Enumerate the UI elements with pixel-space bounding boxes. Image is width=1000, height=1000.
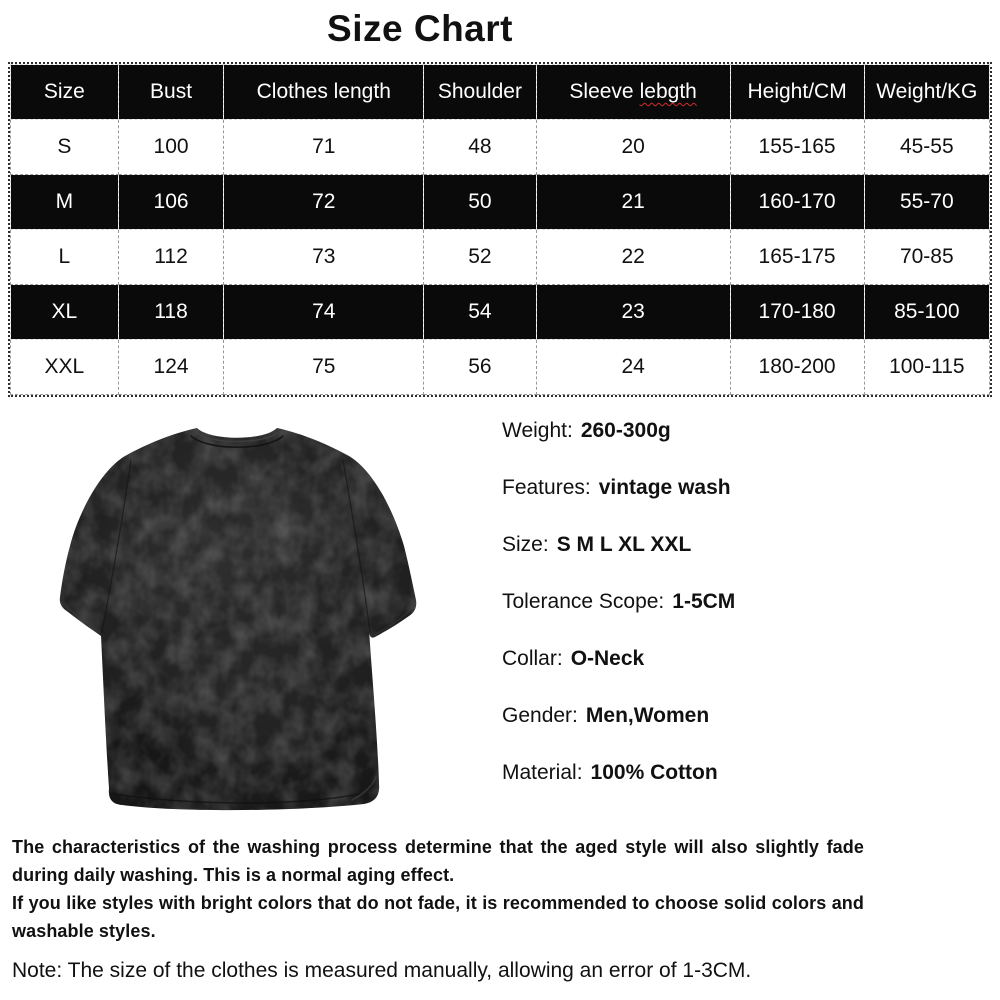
detail-value: 100% Cotton xyxy=(590,760,718,784)
header-cell-shoulder: Shoulder xyxy=(423,64,537,120)
table-cell: 106 xyxy=(117,174,225,230)
table-cell: 124 xyxy=(117,339,225,395)
table-cell: 155-165 xyxy=(729,119,865,175)
table-cell: 48 xyxy=(423,119,537,175)
table-cell: 55-70 xyxy=(863,174,991,230)
header-cell-height: Height/CM xyxy=(729,64,865,120)
table-cell: 54 xyxy=(423,284,537,340)
table-cell: 20 xyxy=(535,119,731,175)
detail-tolerance: Tolerance Scope: 1-5CM xyxy=(502,573,1000,630)
detail-label: Features: xyxy=(502,475,591,499)
table-row-xl: XL 118 74 54 23 170-180 85-100 xyxy=(10,284,991,340)
table-cell: 24 xyxy=(535,339,731,395)
table-cell: 70-85 xyxy=(863,229,991,285)
table-row-s: S 100 71 48 20 155-165 45-55 xyxy=(10,119,991,175)
table-cell: 50 xyxy=(423,174,537,230)
table-cell: M xyxy=(10,174,119,230)
table-cell: 21 xyxy=(535,174,731,230)
table-cell: 52 xyxy=(423,229,537,285)
sleeve-header-typo-word: lebgth xyxy=(639,80,697,103)
table-cell: 100 xyxy=(117,119,225,175)
sleeve-header-prefix: Sleeve xyxy=(569,80,634,103)
header-cell-bust: Bust xyxy=(117,64,225,120)
table-cell: 72 xyxy=(223,174,425,230)
tshirt-image xyxy=(59,428,417,811)
detail-gender: Gender: Men,Women xyxy=(502,687,1000,744)
detail-features: Features: vintage wash xyxy=(502,459,1000,516)
detail-label: Size: xyxy=(502,532,549,556)
table-cell: 85-100 xyxy=(863,284,991,340)
table-cell: 160-170 xyxy=(729,174,865,230)
table-cell: S xyxy=(10,119,119,175)
detail-label: Collar: xyxy=(502,646,563,670)
table-cell: 180-200 xyxy=(729,339,865,395)
wash-warning-paragraph-1: The characteristics of the washing proce… xyxy=(12,837,864,885)
detail-weight: Weight: 260-300g xyxy=(502,402,1000,459)
detail-label: Tolerance Scope: xyxy=(502,589,665,613)
header-cell-clothes-length: Clothes length xyxy=(223,64,425,120)
table-cell: 75 xyxy=(223,339,425,395)
detail-size: Size: S M L XL XXL xyxy=(502,516,1000,573)
product-section: Weight: 260-300g Features: vintage wash … xyxy=(0,397,1000,821)
measurement-note: Note: The size of the clothes is measure… xyxy=(12,959,752,982)
table-cell: 100-115 xyxy=(863,339,991,395)
detail-label: Material: xyxy=(502,760,583,784)
size-table-wrapper: Size Bust Clothes length Shoulder Sleeve… xyxy=(8,62,992,397)
footer-notes: The characteristics of the washing proce… xyxy=(0,821,1000,983)
table-cell: 23 xyxy=(535,284,731,340)
table-cell: XXL xyxy=(10,339,119,395)
table-cell: L xyxy=(10,229,119,285)
table-cell: 22 xyxy=(535,229,731,285)
table-cell: XL xyxy=(10,284,119,340)
wash-warning-paragraph-2: If you like styles with bright colors th… xyxy=(12,893,864,941)
detail-label: Gender: xyxy=(502,703,578,727)
page-title: Size Chart xyxy=(327,8,513,49)
detail-value: S M L XL XXL xyxy=(556,532,692,556)
detail-label: Weight: xyxy=(502,418,573,442)
table-cell: 71 xyxy=(223,119,425,175)
product-details-list: Weight: 260-300g Features: vintage wash … xyxy=(480,397,1000,821)
size-table: Size Bust Clothes length Shoulder Sleeve… xyxy=(10,64,991,395)
table-cell: 165-175 xyxy=(729,229,865,285)
header-cell-weight: Weight/KG xyxy=(863,64,991,120)
tshirt-seam-lines xyxy=(65,430,411,804)
table-row-m: M 106 72 50 21 160-170 55-70 xyxy=(10,174,991,230)
table-header-row: Size Bust Clothes length Shoulder Sleeve… xyxy=(10,64,991,120)
detail-collar: Collar: O-Neck xyxy=(502,630,1000,687)
table-cell: 118 xyxy=(117,284,225,340)
table-cell: 112 xyxy=(117,229,225,285)
detail-value: Men,Women xyxy=(585,703,710,727)
table-row-xxl: XXL 124 75 56 24 180-200 100-115 xyxy=(10,339,991,395)
detail-value: O-Neck xyxy=(570,646,645,670)
tshirt-photo-area xyxy=(0,397,480,821)
header-cell-size: Size xyxy=(10,64,119,120)
detail-value: 1-5CM xyxy=(672,589,736,613)
table-row-l: L 112 73 52 22 165-175 70-85 xyxy=(10,229,991,285)
table-cell: 74 xyxy=(223,284,425,340)
table-cell: 170-180 xyxy=(729,284,865,340)
table-cell: 56 xyxy=(423,339,537,395)
table-cell: 45-55 xyxy=(863,119,991,175)
detail-value: 260-300g xyxy=(580,418,671,442)
detail-value: vintage wash xyxy=(598,475,731,499)
detail-material: Material: 100% Cotton xyxy=(502,744,1000,801)
table-cell: 73 xyxy=(223,229,425,285)
header-cell-sleeve-length: Sleeve lebgth xyxy=(535,64,731,120)
